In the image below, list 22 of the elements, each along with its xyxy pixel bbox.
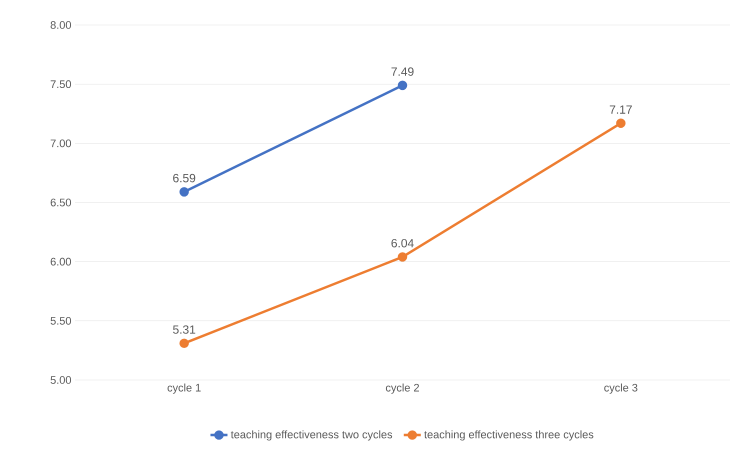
y-tick-label: 7.50 — [50, 80, 72, 88]
y-tick-label: 8.00 — [50, 21, 72, 29]
data-label: 6.04 — [391, 238, 414, 248]
y-tick-label: 7.00 — [50, 139, 72, 148]
x-tick-label: cycle 1 — [168, 384, 201, 394]
y-tick-label: 6.00 — [50, 258, 72, 266]
point — [398, 252, 408, 262]
x-tick-label: cycle 2 — [386, 384, 419, 394]
data-label: 7.17 — [610, 105, 632, 114]
point — [179, 338, 189, 348]
legend-label: teaching effectiveness two cycles — [230, 430, 392, 441]
data-label: 5.31 — [173, 325, 196, 334]
y-tick-label: 6.50 — [50, 198, 72, 206]
point — [616, 118, 626, 128]
data-label: 6.59 — [173, 174, 196, 182]
y-tick-label: 5.00 — [50, 376, 72, 384]
y-tick-label: 5.50 — [50, 316, 72, 325]
x-tick-label: cycle 3 — [604, 384, 638, 394]
legend-label: teaching effectiveness three cycles — [424, 430, 594, 441]
point — [398, 80, 408, 90]
data-label: 7.49 — [391, 67, 414, 76]
point — [179, 187, 189, 197]
